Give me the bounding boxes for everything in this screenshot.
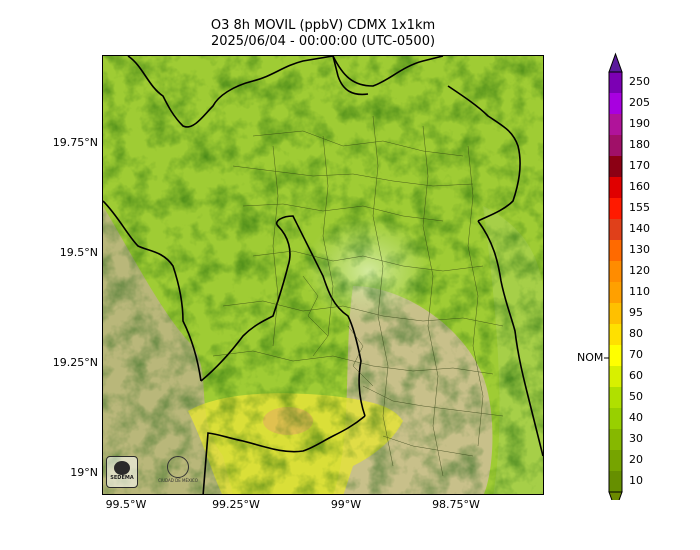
chart-title: O3 8h MOVIL (ppbV) CDMX 1x1km 2025/06/04… [100, 18, 546, 50]
colorbar-segment [609, 240, 622, 261]
colorbar-bottom-arrow [608, 491, 623, 500]
colorbar-segment [609, 114, 622, 135]
colorbar-segment [609, 72, 622, 93]
colorbar-tick-label: 130 [629, 242, 650, 256]
colorbar-tick-label: 10 [629, 473, 643, 487]
colorbar-tick-label: 180 [629, 137, 650, 151]
colorbar-tick-label: 50 [629, 389, 643, 403]
municipal-boundaries [212, 115, 504, 477]
colorbar-segment [609, 366, 622, 387]
colorbar-tick-label: 120 [629, 263, 650, 277]
colorbar-segment [609, 450, 622, 471]
colorbar-segment [609, 387, 622, 408]
title-line-2: 2025/06/04 - 00:00:00 (UTC-0500) [210, 34, 436, 49]
colorbar-segment [609, 282, 622, 303]
lon-tick-label-99: 99°W [330, 498, 362, 511]
nom-label: NOM [577, 351, 604, 364]
lon-tick-label-9875: 98.75°W [432, 498, 480, 511]
lon-tick-label-9925: 99.25°W [212, 498, 260, 511]
colorbar-segment [609, 156, 622, 177]
colorbar-tick-label: 250 [629, 74, 650, 88]
colorbar-tick-label: 70 [629, 347, 643, 361]
colorbar-segment [609, 345, 622, 366]
colorbar-outline [608, 71, 623, 493]
colorbar-tick-label: 80 [629, 326, 643, 340]
colorbar-top-arrow [608, 52, 623, 73]
map-panel: SEDEMA CIUDAD DE MÉXICO [102, 55, 544, 495]
colorbar-tick-label: 190 [629, 116, 650, 130]
lat-tick-label-195: 19.5°N [59, 246, 98, 259]
colorbar-tick-label: 140 [629, 221, 650, 235]
colorbar-segment [609, 135, 622, 156]
colorbar-tick-label: 170 [629, 158, 650, 172]
colorbar-segment [609, 177, 622, 198]
colorbar-tick-label: 160 [629, 179, 650, 193]
colorbar-segment [609, 93, 622, 114]
colorbar-segment [609, 324, 622, 345]
state-boundaries [103, 56, 543, 494]
map-graphic [103, 56, 543, 494]
colorbar-segment [609, 219, 622, 240]
cdmx-seal: CIUDAD DE MÉXICO [158, 456, 198, 488]
colorbar-segment [609, 198, 622, 219]
lat-tick-label-1925: 19.25°N [52, 356, 98, 369]
colorbar-tick-label: 60 [629, 368, 643, 382]
colorbar-tick-label: 40 [629, 410, 643, 424]
colorbar-tick-label: 20 [629, 452, 643, 466]
colorbar-tick-label: 110 [629, 284, 650, 298]
colorbar-tick-label: 155 [629, 200, 650, 214]
colorbar-segment [609, 261, 622, 282]
colorbar-tick-label: 30 [629, 431, 643, 445]
colorbar-segment [609, 471, 622, 492]
colorbar-segment [609, 303, 622, 324]
colorbar-segment [609, 408, 622, 429]
sedema-logo: SEDEMA [106, 456, 138, 488]
colorbar-tick-label: 95 [629, 305, 643, 319]
lat-tick-label-1975: 19.75°N [52, 136, 98, 149]
colorbar-segment [609, 429, 622, 450]
colorbar [604, 52, 623, 500]
title-line-1: O3 8h MOVIL (ppbV) CDMX 1x1km [210, 18, 436, 33]
colorbar-tick-label: 205 [629, 95, 650, 109]
lat-tick-label-19: 19°N [70, 466, 98, 479]
lon-tick-label-995: 99.5°W [105, 498, 147, 511]
